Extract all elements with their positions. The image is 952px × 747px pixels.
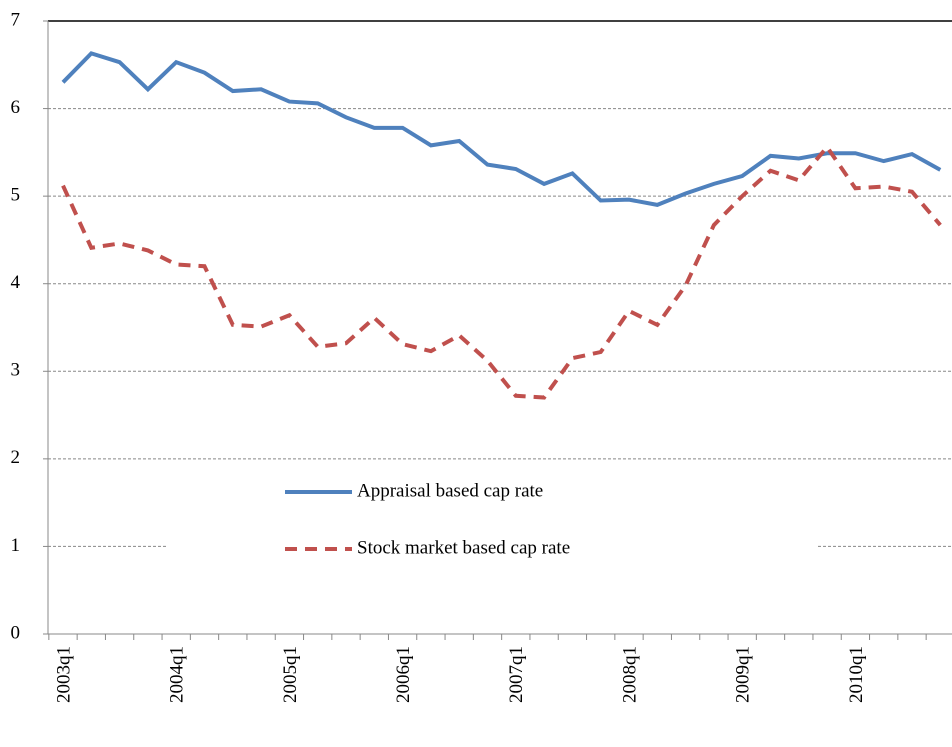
- y-tick-label: 1: [11, 535, 21, 556]
- x-tick-label: 2003q1: [53, 646, 74, 703]
- y-tick-label: 3: [11, 360, 21, 381]
- x-tick-label: 2010q1: [846, 646, 867, 703]
- x-tick-label: 2007q1: [506, 646, 527, 703]
- y-tick-label: 7: [11, 9, 21, 30]
- y-tick-label: 4: [11, 272, 21, 293]
- y-tick-label: 0: [11, 622, 21, 643]
- x-tick-label: 2006q1: [393, 646, 414, 703]
- x-tick-label: 2008q1: [619, 646, 640, 703]
- x-tick-label: 2005q1: [280, 646, 301, 703]
- legend-label: Appraisal based cap rate: [357, 480, 543, 501]
- legend-label: Stock market based cap rate: [357, 537, 570, 558]
- series-line: [61, 51, 942, 207]
- y-tick-label: 6: [11, 97, 21, 118]
- legend-box: [168, 470, 816, 575]
- y-tick-label: 2: [11, 447, 21, 468]
- series-line: [61, 143, 942, 400]
- x-tick-label: 2009q1: [733, 646, 754, 703]
- y-tick-label: 5: [11, 185, 21, 206]
- x-tick-label: 2004q1: [167, 646, 188, 703]
